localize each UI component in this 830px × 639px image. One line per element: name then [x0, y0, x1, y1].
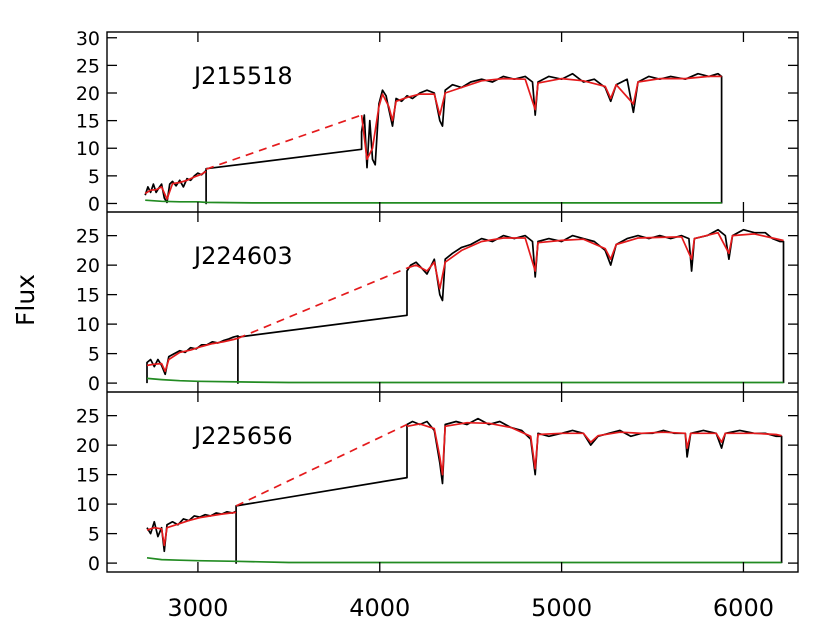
series-line-1-4 [360, 75, 722, 161]
panels-group: 0 5 10 15 20 25 30 J215518 0 5 10 15 20 25 J224603 0 5 10… [76, 28, 799, 622]
panel-2: 0 5 10 15 20 25 J224603 [76, 212, 798, 395]
y-tick-label: 15 [76, 465, 100, 487]
plot-frame [106, 31, 799, 573]
y-tick-label: 20 [76, 255, 100, 277]
y-tick-label: 20 [76, 83, 100, 105]
series-line-2-3 [146, 337, 239, 373]
x-tick-label: 5000 [531, 594, 592, 622]
y-tick-label: 5 [88, 344, 100, 366]
y-tick-label: 25 [76, 406, 100, 428]
y-tick-label: 15 [76, 111, 100, 133]
y-tick-label: 10 [76, 494, 100, 516]
y-tick-label: 10 [76, 314, 100, 336]
y-tick-label: 25 [76, 226, 100, 248]
panel-label: J224603 [192, 242, 293, 270]
x-tick-label: 6000 [713, 594, 774, 622]
y-tick-label: 0 [88, 373, 100, 395]
series-line-3-1 [146, 417, 783, 564]
series-line-1-3 [144, 170, 207, 200]
y-tick-label: 30 [76, 28, 100, 50]
panel-3: 0 5 10 15 20 25 J225656 [76, 392, 798, 575]
y-tick-label: 20 [76, 435, 100, 457]
y-axis-label: Flux [11, 274, 40, 326]
panel-1: 0 5 10 15 20 25 30 J215518 [76, 28, 798, 215]
series-line-2-5 [146, 377, 784, 384]
series-line-3-4 [406, 421, 782, 476]
y-tick-label: 5 [88, 166, 100, 188]
panel-label: J215518 [192, 62, 293, 90]
series-line-3-5 [146, 556, 782, 564]
y-tick-label: 10 [76, 138, 100, 160]
y-tick-label: 15 [76, 285, 100, 307]
series-line-2-4 [406, 231, 784, 290]
x-tick-label: 4000 [349, 594, 410, 622]
y-tick-label: 5 [88, 524, 100, 546]
y-tick-label: 0 [88, 193, 100, 215]
series-line-3-2 [235, 423, 408, 507]
y-tick-label: 25 [76, 55, 100, 77]
series-line-1-5 [145, 199, 722, 204]
panel-label: J225656 [192, 422, 293, 450]
series-line-2-2 [237, 267, 408, 340]
x-tick-label: 3000 [167, 594, 228, 622]
y-tick-label: 0 [88, 553, 100, 575]
series-line-3-3 [146, 511, 237, 547]
series-line-1-2 [205, 114, 362, 171]
